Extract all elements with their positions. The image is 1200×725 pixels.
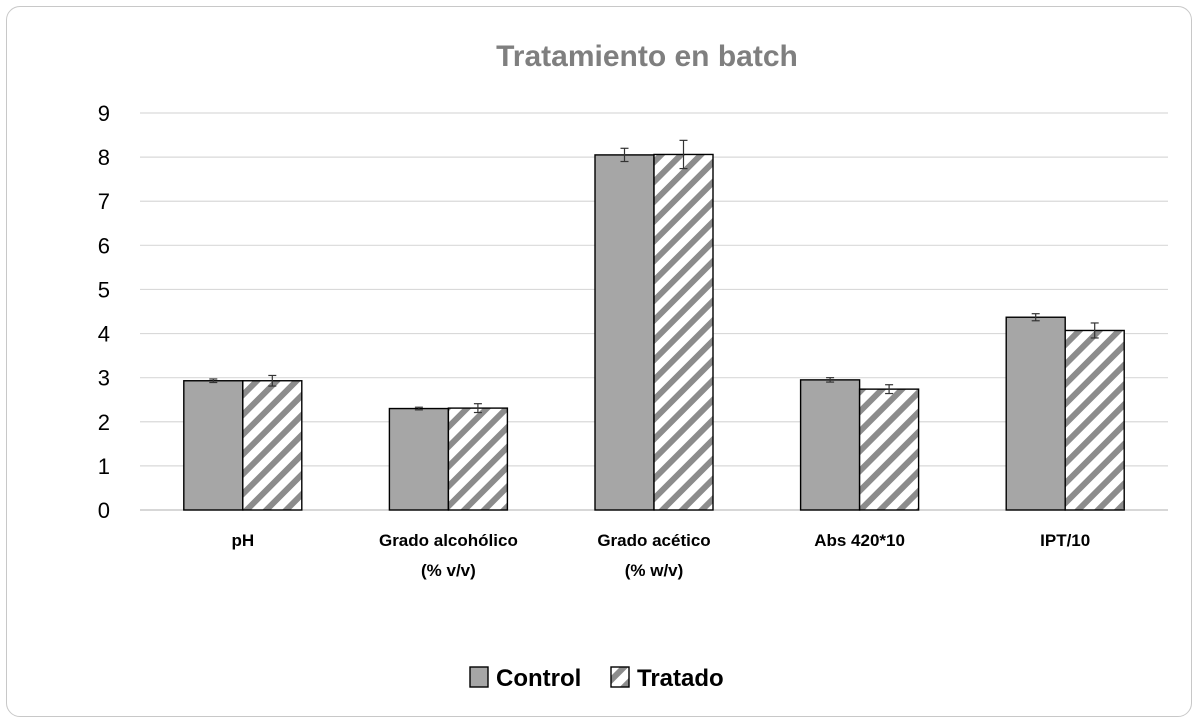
x-tick-label: (% v/v) [421,561,476,580]
bar-control [594,154,655,511]
y-tick-label: 8 [98,145,110,170]
x-tick-label: (% w/v) [625,561,684,580]
y-axis: 0 1 2 3 4 5 6 7 8 9 [98,101,110,523]
y-tick-label: 5 [98,277,110,302]
y-tick-label: 6 [98,233,110,258]
bar-control [183,380,244,511]
x-tick-label: Grado acético [597,531,710,550]
y-tick-label: 9 [98,101,110,126]
chart-title: Tratamiento en batch [496,40,798,73]
bar-tratado [1064,329,1125,511]
bar-control [799,379,861,511]
x-tick-label: IPT/10 [1040,531,1090,550]
bar-control [1005,316,1066,511]
x-axis: pH Grado alcohólico (% v/v) Grado acético (%… [231,531,1090,580]
x-tick-label: Grado alcohólico [379,531,518,550]
bars [183,139,1125,511]
y-tick-label: 3 [98,366,110,391]
legend-swatch-control [469,666,489,688]
bar-tratado [242,380,303,511]
y-tick-label: 2 [98,410,110,435]
legend-label-tratado: Tratado [637,665,724,692]
x-tick-label: pH [231,531,254,550]
bar-control [388,407,450,511]
x-tick-label: Abs 420*10 [814,531,905,550]
legend: Control Tratado [469,665,724,692]
legend-label-control: Control [496,665,581,692]
y-tick-label: 1 [98,454,110,479]
bar-tratado [653,153,714,511]
y-tick-label: 0 [98,498,110,523]
y-tick-label: 7 [98,189,110,214]
bar-tratado [447,407,509,511]
y-tick-label: 4 [98,322,110,347]
legend-swatch-tratado [610,666,630,688]
bar-tratado [858,388,920,511]
